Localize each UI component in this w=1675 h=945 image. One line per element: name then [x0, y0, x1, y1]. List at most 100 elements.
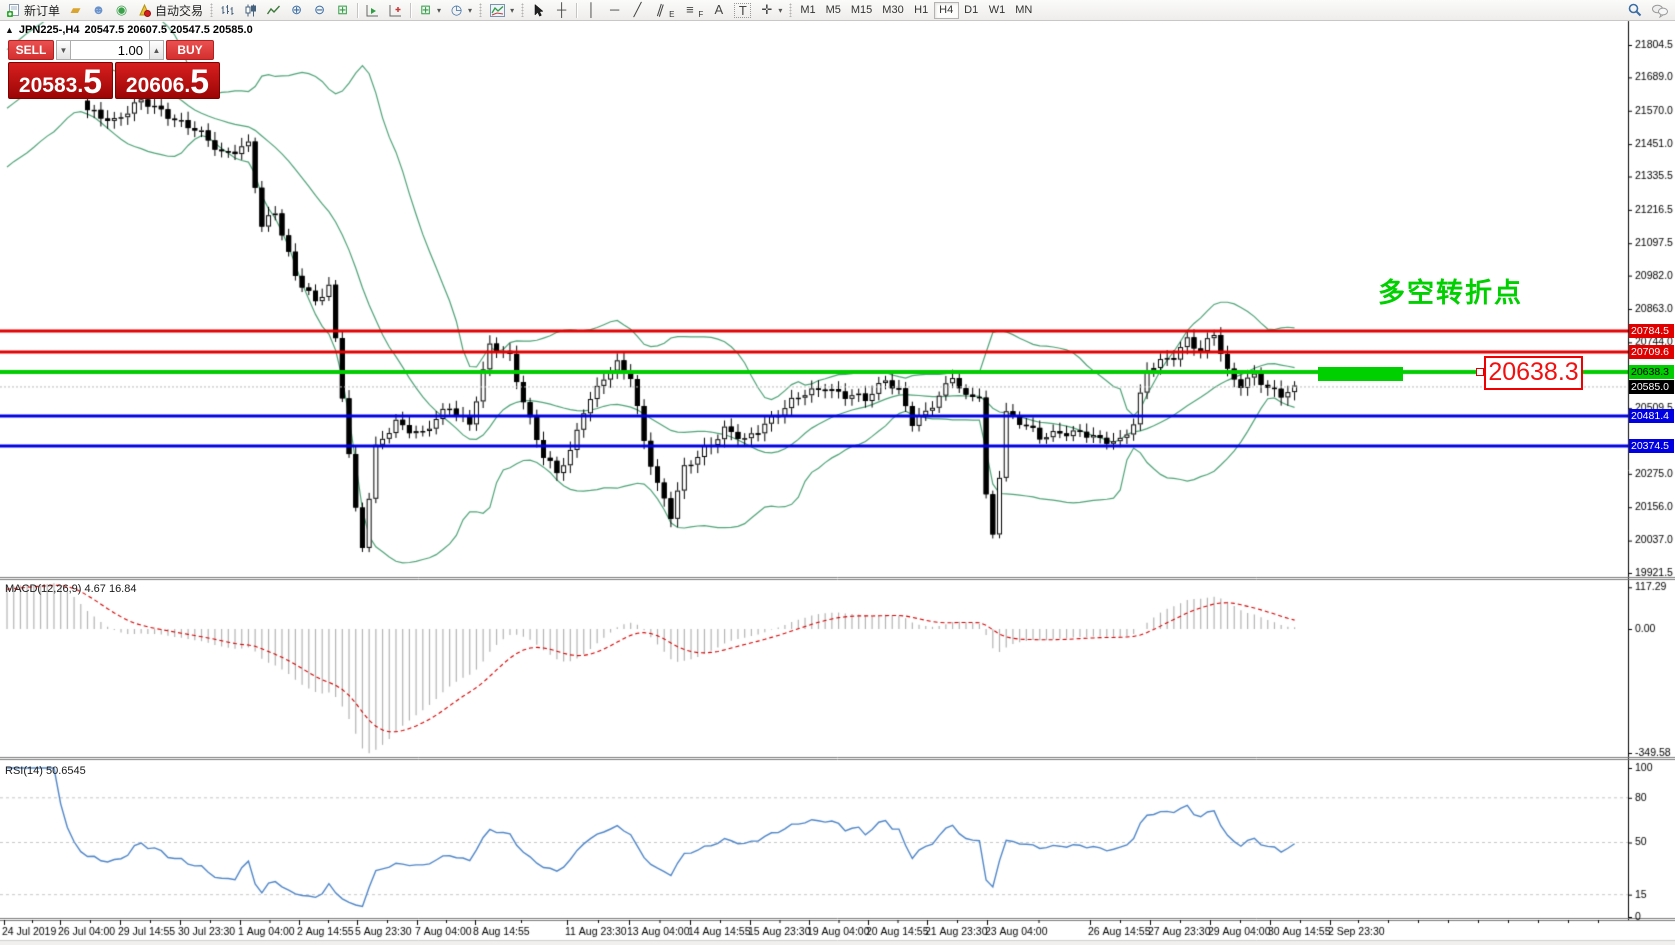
current-price-label[interactable]: 20585.0: [1629, 379, 1674, 394]
collapse-panel-icon[interactable]: ▲: [5, 25, 14, 35]
price-level-label-20638.3[interactable]: 20638.3: [1629, 364, 1674, 379]
sell-price-display[interactable]: 20583. 5: [8, 62, 113, 99]
rsi-name: RSI(14): [5, 765, 43, 777]
rsi-value: 50.6545: [45, 765, 86, 777]
shapes-button[interactable]: ✛ ▾: [755, 1, 786, 20]
dropdown-arrow-icon: ▾: [510, 5, 515, 15]
trendline-icon: ╱: [633, 2, 642, 17]
timeframe-d1-button[interactable]: D1: [959, 2, 984, 19]
toolbar-group-handle: [521, 3, 525, 17]
bar-chart-button[interactable]: [216, 1, 239, 20]
volume-input[interactable]: [71, 40, 149, 60]
price-level-label-20784.5[interactable]: 20784.5: [1629, 323, 1674, 338]
text-icon: A: [714, 2, 724, 17]
one-click-trading-panel: SELL ▼ ▲ BUY 20583.5 20606.5: [8, 40, 220, 99]
horizontal-line-button[interactable]: ─: [603, 1, 626, 20]
zoom-in-icon: ⊕: [291, 2, 302, 17]
toolbar-group-handle: [479, 3, 483, 17]
volume-up-button[interactable]: ▲: [149, 40, 164, 60]
new-order-label: 新订单: [24, 3, 61, 18]
buy-price-pip: 5: [190, 63, 210, 101]
indicators-button[interactable]: ▾: [485, 1, 518, 20]
toolbar-separator: [576, 2, 578, 18]
auto-scroll-icon: [366, 4, 379, 16]
clock-icon: ◷: [450, 2, 463, 17]
new-order-button[interactable]: 新订单: [2, 1, 64, 20]
chart-shift-button[interactable]: [384, 1, 407, 20]
chart-shift-icon: [389, 4, 402, 16]
timeframe-h4-button[interactable]: H4: [933, 1, 959, 19]
zoom-out-icon: ⊖: [314, 2, 325, 17]
callout-anchor-square[interactable]: [1476, 368, 1484, 376]
timeframe-mn-button[interactable]: MN: [1010, 2, 1037, 19]
timeframe-w1-button[interactable]: W1: [984, 2, 1011, 19]
highlight-rectangle[interactable]: [1318, 367, 1403, 381]
trendline-button[interactable]: ╱: [626, 1, 649, 20]
zoom-in-button[interactable]: ⊕: [285, 1, 308, 20]
sell-price-dot: .: [77, 74, 84, 97]
toolbar: 新订单 ▰ ☻ ◉ 自动交易: [0, 0, 1675, 21]
crosshair-button[interactable]: ┼: [550, 1, 573, 20]
fibonacci-letter: F: [698, 9, 704, 19]
signal-button[interactable]: ◉: [110, 1, 133, 20]
gold-bar-icon: ▰: [70, 2, 81, 17]
dropdown-arrow-icon: ▾: [778, 5, 783, 15]
new-order-icon: [7, 3, 19, 17]
chart-title-bar: ▲ JPN225-,H4 20547.5 20607.5 20547.5 205…: [5, 24, 253, 36]
channel-button[interactable]: ∥ E: [649, 1, 678, 20]
tile-windows-button[interactable]: ⊞: [331, 1, 354, 20]
timeframe-m1-button[interactable]: M1: [795, 2, 820, 19]
price-level-label-20374.5[interactable]: 20374.5: [1629, 438, 1674, 453]
sell-price-main: 20583: [18, 74, 78, 97]
toolbar-separator: [357, 2, 359, 18]
autotrading-icon: [139, 3, 152, 17]
turning-point-annotation[interactable]: 多空转折点: [1378, 278, 1523, 308]
periods-button[interactable]: ◷ ▾: [445, 1, 476, 20]
gold-bar-button[interactable]: ▰: [64, 1, 87, 20]
zoom-out-button[interactable]: ⊖: [308, 1, 331, 20]
community-button[interactable]: ☻: [87, 1, 110, 20]
symbol-period-label: JPN225-,H4: [18, 24, 80, 36]
crosshair-icon: ┼: [556, 2, 567, 17]
toolbar-separator: [410, 2, 412, 18]
price-scale[interactable]: [1628, 21, 1675, 920]
price-level-label-20709.6[interactable]: 20709.6: [1629, 344, 1674, 359]
buy-price-display[interactable]: 20606. 5: [115, 62, 220, 99]
candlestick-chart-icon: [245, 4, 257, 16]
text-button[interactable]: A: [707, 1, 730, 20]
timeframe-m5-button[interactable]: M5: [821, 2, 846, 19]
dropdown-arrow-icon: ▾: [468, 5, 473, 15]
community-icon: ☻: [91, 2, 106, 17]
macd-label: MACD(12,26,9) 4.67 16.84: [5, 583, 136, 595]
text-label-button[interactable]: T: [730, 1, 755, 20]
timeframe-m15-button[interactable]: M15: [846, 2, 877, 19]
candlestick-chart-button[interactable]: [239, 1, 262, 20]
volume-down-button[interactable]: ▼: [56, 40, 71, 60]
search-icon: [1628, 3, 1642, 17]
chat-icon: [1652, 4, 1668, 18]
search-button[interactable]: [1623, 1, 1647, 20]
fibonacci-button[interactable]: ≡ F: [678, 1, 707, 20]
price-callout-box[interactable]: 20638.3: [1484, 356, 1583, 390]
sell-button[interactable]: SELL: [8, 40, 54, 60]
toolbar-group-handle: [789, 3, 793, 17]
buy-button[interactable]: BUY: [166, 40, 214, 60]
autotrading-label: 自动交易: [155, 3, 204, 18]
indicators-icon: [490, 3, 506, 17]
horizontal-line-icon: ─: [609, 2, 620, 17]
new-chart-button[interactable]: ⊞ ▾: [414, 1, 445, 20]
timeframe-m30-button[interactable]: M30: [877, 2, 908, 19]
timeframe-h1-button[interactable]: H1: [909, 2, 934, 19]
line-chart-button[interactable]: [262, 1, 285, 20]
vertical-line-button[interactable]: │: [580, 1, 603, 20]
auto-scroll-button[interactable]: [361, 1, 384, 20]
sell-price-pip: 5: [83, 63, 103, 101]
chat-button[interactable]: [1647, 1, 1673, 20]
cursor-button[interactable]: [527, 1, 550, 20]
text-label-icon: T: [734, 2, 752, 18]
price-level-label-20481.4[interactable]: 20481.4: [1629, 408, 1674, 423]
autotrading-button[interactable]: 自动交易: [133, 1, 207, 20]
time-scale[interactable]: [0, 920, 1675, 945]
